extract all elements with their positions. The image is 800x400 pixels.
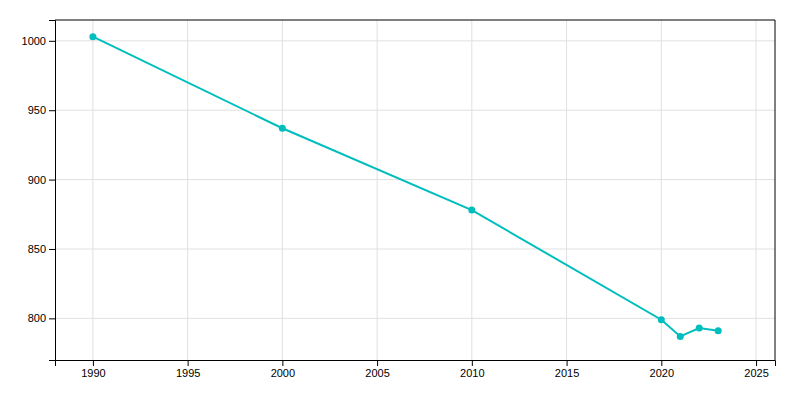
x-tick-label: 2015 bbox=[555, 367, 579, 379]
y-tick-mark bbox=[49, 249, 55, 250]
x-tick: 2015 bbox=[555, 360, 579, 379]
x-tick-label: 2025 bbox=[744, 367, 768, 379]
x-tick-label: 1990 bbox=[81, 367, 105, 379]
grid-line bbox=[55, 110, 775, 111]
chart: 1990 1995 2000 2005 2010 2015 2020 2025 800 850 90… bbox=[0, 0, 800, 400]
x-tick-label: 2010 bbox=[460, 367, 484, 379]
grid-line bbox=[566, 20, 567, 360]
frame bbox=[55, 20, 775, 21]
grid-line bbox=[377, 20, 378, 360]
plot: 1990 1995 2000 2005 2010 2015 2020 2025 800 850 90… bbox=[22, 20, 776, 379]
x-tick-label: 2000 bbox=[271, 367, 295, 379]
y-axis: 800 850 900 950 1000 bbox=[22, 21, 56, 361]
x-tick-mark bbox=[756, 360, 757, 366]
grid-line bbox=[471, 20, 472, 360]
x-tick: 2010 bbox=[460, 360, 484, 379]
x-tick-mark bbox=[661, 360, 662, 366]
y-tick-label: 950 bbox=[28, 104, 46, 116]
x-tick: 2020 bbox=[650, 360, 674, 379]
y-tick: 800 bbox=[28, 312, 55, 324]
y-tick: 950 bbox=[28, 104, 55, 116]
marks bbox=[89, 33, 721, 340]
point bbox=[89, 33, 96, 40]
y-tick-label: 1000 bbox=[22, 35, 46, 47]
grid-line bbox=[55, 40, 775, 41]
grid-line bbox=[55, 179, 775, 180]
y-tick-label: 800 bbox=[28, 312, 46, 324]
point bbox=[677, 333, 684, 340]
grid-line bbox=[661, 20, 662, 360]
grid-line bbox=[282, 20, 283, 360]
x-tick: 2005 bbox=[365, 360, 389, 379]
x-tick-label: 2005 bbox=[365, 367, 389, 379]
y-tick: 850 bbox=[28, 243, 55, 255]
y-tick-mark bbox=[49, 318, 55, 319]
y-tick-mark bbox=[49, 180, 55, 181]
point bbox=[658, 316, 665, 323]
x-tick-mark bbox=[93, 360, 94, 366]
x-axis-line bbox=[56, 361, 776, 367]
grid-line bbox=[92, 20, 93, 360]
x-tick-mark bbox=[188, 360, 189, 366]
point bbox=[715, 327, 722, 334]
x-tick-label: 2020 bbox=[650, 367, 674, 379]
y-tick-mark bbox=[49, 41, 55, 42]
x-tick-mark bbox=[377, 360, 378, 366]
grid-line bbox=[55, 318, 775, 319]
x-tick-label: 1995 bbox=[176, 367, 200, 379]
frame bbox=[775, 20, 776, 360]
x-axis: 1990 1995 2000 2005 2010 2015 2020 2025 bbox=[56, 360, 776, 379]
point bbox=[696, 325, 703, 332]
grid bbox=[55, 20, 775, 360]
grid-line bbox=[55, 248, 775, 249]
y-tick: 1000 bbox=[22, 35, 55, 47]
line bbox=[93, 37, 718, 337]
y-tick-label: 850 bbox=[28, 243, 46, 255]
x-tick-mark bbox=[567, 360, 568, 366]
grid-line bbox=[756, 20, 757, 360]
x-tick: 2000 bbox=[271, 360, 295, 379]
x-tick: 2025 bbox=[744, 360, 768, 379]
grid-line bbox=[187, 20, 188, 360]
x-tick: 1995 bbox=[176, 360, 200, 379]
point bbox=[279, 125, 286, 132]
x-tick-mark bbox=[472, 360, 473, 366]
x-tick-mark bbox=[282, 360, 283, 366]
y-axis-line bbox=[49, 21, 56, 361]
y-tick-mark bbox=[49, 110, 55, 111]
x-tick: 1990 bbox=[81, 360, 105, 379]
y-tick: 900 bbox=[28, 174, 55, 186]
point bbox=[468, 207, 475, 214]
y-tick-label: 900 bbox=[28, 174, 46, 186]
